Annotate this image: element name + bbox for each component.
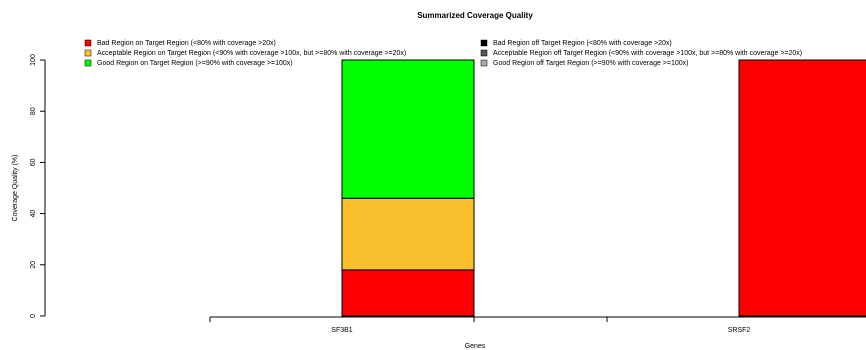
y-tick-label: 100 (30, 54, 37, 66)
y-tick-label: 20 (30, 261, 37, 269)
legend-label: Good Region off Target Region (>=90% wit… (493, 60, 688, 67)
y-tick-label: 0 (30, 314, 37, 318)
y-tick-label: 60 (30, 158, 37, 166)
legend-swatch (84, 49, 92, 57)
x-tick-label: SRSF2 (728, 327, 751, 334)
legend-swatch (480, 59, 488, 67)
legend-swatch (84, 59, 92, 67)
legend-label: Acceptable Region on Target Region (<90%… (97, 50, 406, 57)
legend-swatch (84, 39, 92, 47)
bar-segment (341, 269, 475, 317)
x-axis-label: Genes (465, 343, 486, 350)
y-tick-label: 80 (30, 107, 37, 115)
legend-label: Bad Region on Target Region (<80% with c… (97, 40, 276, 47)
bar-segment (738, 59, 866, 317)
legend-label: Acceptable Region off Target Region (<90… (493, 50, 802, 57)
x-tick-label: SF3B1 (331, 327, 353, 334)
legend-label: Good Region on Target Region (>=90% with… (97, 60, 293, 67)
chart-title: Summarized Coverage Quality (417, 11, 533, 20)
bar-segment (341, 59, 475, 199)
y-axis-label: Coverage Quality (%) (12, 155, 19, 222)
legend-swatch (480, 49, 488, 57)
legend-label: Bad Region off Target Region (<80% with … (493, 40, 672, 47)
bar-segment (341, 197, 475, 271)
legend-swatch (480, 39, 488, 47)
y-tick-label: 40 (30, 210, 37, 218)
